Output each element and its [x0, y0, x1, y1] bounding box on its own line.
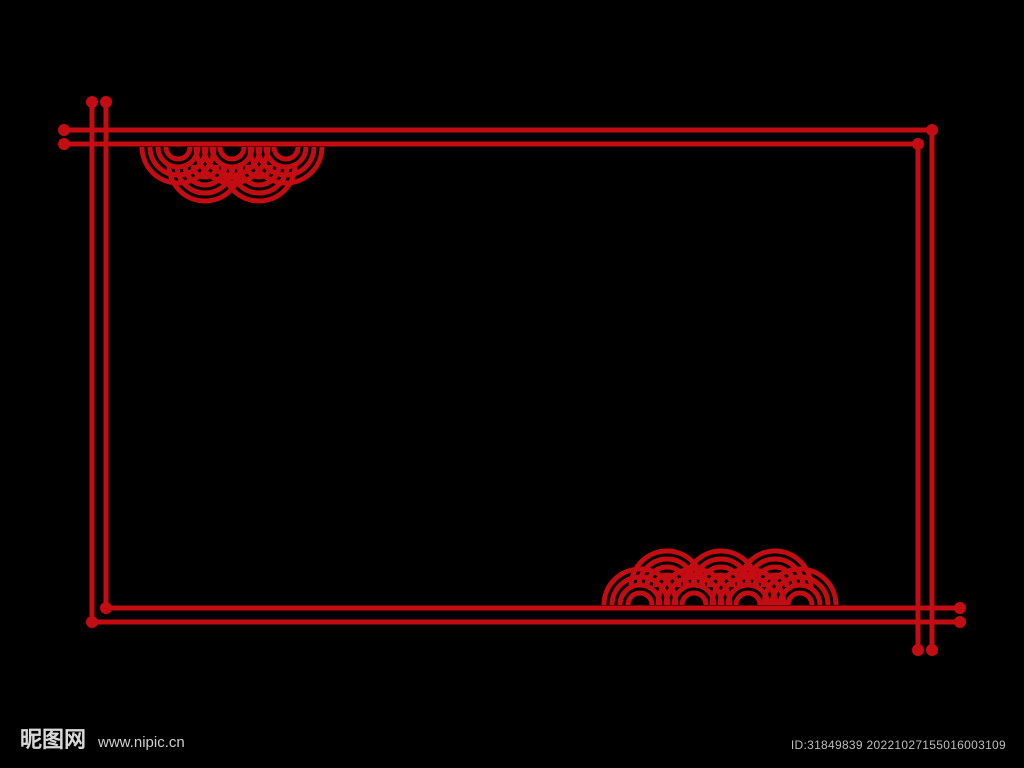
site-name: 昵图网: [20, 722, 86, 754]
decorative-frame: [0, 0, 1024, 768]
image-id-stamp: ID:31849839 20221027155016003109: [791, 738, 1006, 752]
site-url: www.nipic.cn: [98, 734, 185, 751]
watermark: 昵图网 www.nipic.cn: [20, 722, 185, 754]
canvas: 昵图网 www.nipic.cn ID:31849839 20221027155…: [0, 0, 1024, 768]
